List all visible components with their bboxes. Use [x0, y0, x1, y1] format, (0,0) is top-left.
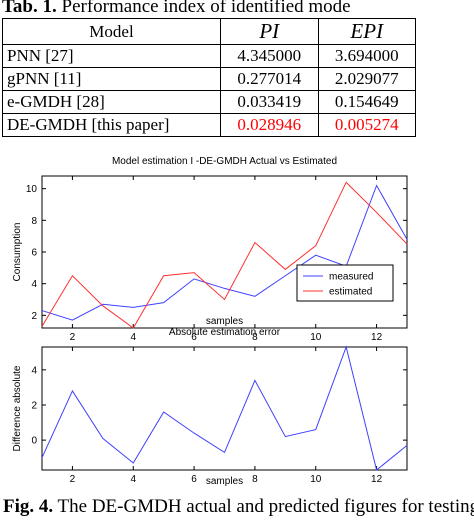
cell-model: DE-GMDH [this paper] — [2, 113, 221, 137]
chart2-series-line-1 — [41, 345, 408, 471]
chart1-series-line-2 — [41, 181, 408, 329]
cell-pi-highlight: 0.028946 — [220, 113, 319, 137]
cell-epi: 0.154649 — [317, 90, 416, 114]
table-row: e-GMDH [28] 0.033419 0.154649 — [2, 90, 416, 114]
chart1-x-tick-label: 2 — [70, 332, 76, 343]
chart2-x-tick-label: 10 — [310, 474, 322, 485]
chart2-y-axis-label: Difference absolute — [12, 365, 23, 451]
header-pi: PI — [220, 18, 319, 45]
table-row: DE-GMDH [this paper] 0.028946 0.005274 — [2, 113, 416, 137]
chart2-y-tick-label: 0 — [31, 436, 37, 447]
chart2-x-tick-label: 8 — [252, 474, 258, 485]
chart2-y-tick-label: 4 — [31, 365, 37, 376]
cell-pi: 0.277014 — [220, 67, 319, 91]
chart1-title: Model estimation I -DE-GMDH Actual vs Es… — [112, 156, 337, 167]
chart1-x-tick-label: 12 — [371, 332, 383, 343]
chart2-x-tick-label: 12 — [371, 474, 383, 485]
chart1-y-tick-label: 10 — [26, 184, 38, 195]
chart2-title: Absolute estimation error — [169, 327, 281, 338]
chart2-x-tick-label: 4 — [130, 474, 136, 485]
chart2-y-tick-label: 2 — [31, 400, 37, 411]
chart1-y-tick-label: 8 — [31, 216, 37, 227]
chart1-y-tick-label: 2 — [31, 311, 37, 322]
table-caption: Tab. 1. Performance index of identified … — [2, 0, 351, 18]
cell-pi: 0.033419 — [220, 90, 319, 114]
cell-pi: 4.345000 — [220, 44, 319, 68]
cell-model: gPNN [11] — [2, 67, 221, 91]
figure-caption-label: Fig. 4. — [3, 496, 54, 517]
table-caption-label: Tab. 1. — [2, 0, 57, 17]
figure-caption-text: The DE-GMDH actual and predicted figures… — [53, 496, 474, 517]
chart1-x-tick-label: 10 — [310, 332, 322, 343]
chart1-y-axis-label: Consumption — [12, 223, 23, 282]
performance-table: Model PI EPI PNN [27] 4.345000 3.694000 … — [2, 18, 416, 137]
chart1-legend-box — [296, 264, 394, 302]
figure-caption: Fig. 4. The DE-GMDH actual and predicted… — [3, 496, 474, 518]
chart1-x-axis-label: samples — [206, 316, 243, 327]
cell-epi: 3.694000 — [317, 44, 416, 68]
chart1-x-tick-label: 4 — [130, 332, 136, 343]
figure-charts: Model estimation I -DE-GMDH Actual vs Es… — [12, 156, 408, 487]
header-epi: EPI — [317, 18, 416, 45]
chart1-legend-label-1: measured — [329, 272, 373, 283]
chart2-x-tick-label: 6 — [191, 474, 197, 485]
chart1-y-tick-label: 6 — [31, 248, 37, 259]
cell-model: PNN [27] — [2, 44, 221, 68]
table-caption-text: Performance index of identified mode — [56, 0, 351, 17]
chart2-x-tick-label: 2 — [70, 474, 76, 485]
cell-epi: 2.029077 — [317, 67, 416, 91]
chart2-x-axis-label: samples — [206, 476, 243, 487]
cell-epi-highlight: 0.005274 — [317, 113, 416, 137]
table-header-row: Model PI EPI — [2, 18, 416, 45]
table-row: gPNN [11] 0.277014 2.029077 — [2, 67, 416, 91]
table-row: PNN [27] 4.345000 3.694000 — [2, 44, 416, 68]
header-model: Model — [2, 18, 221, 45]
chart1-x-tick-label: 6 — [191, 332, 197, 343]
chart1-plot-frame — [41, 175, 408, 329]
cell-model: e-GMDH [28] — [2, 90, 221, 114]
chart1-legend-label-2: estimated — [329, 287, 372, 298]
chart1-x-tick-label: 8 — [252, 332, 258, 343]
chart1-y-tick-label: 4 — [31, 279, 37, 290]
chart2-plot-frame — [41, 346, 408, 471]
